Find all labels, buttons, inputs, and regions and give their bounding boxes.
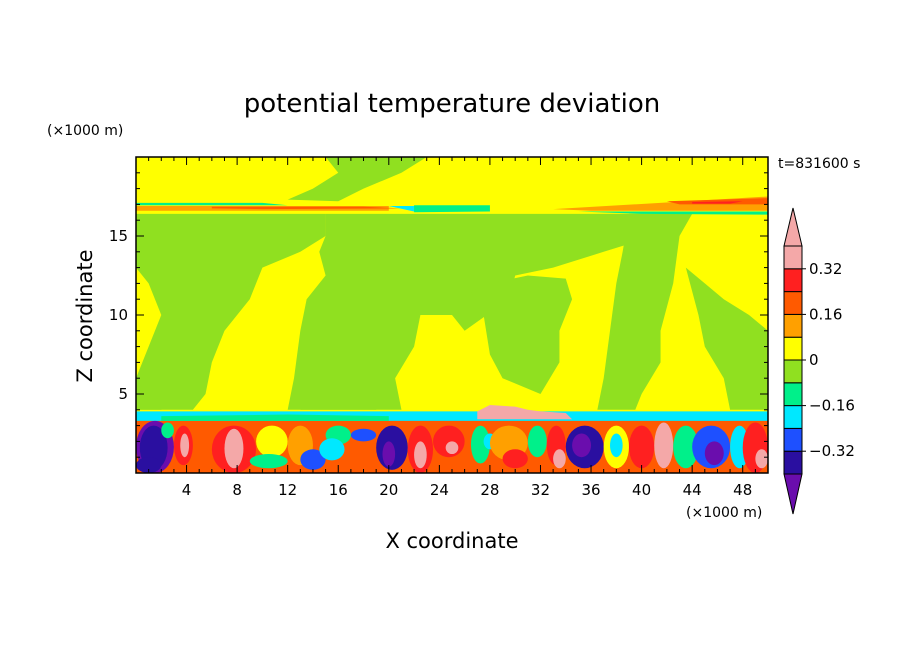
colorbar-label: −0.16 bbox=[809, 397, 855, 415]
field-plot-area bbox=[135, 156, 769, 474]
boundary-layer-cell-29 bbox=[572, 433, 592, 458]
colorbar-band bbox=[783, 245, 803, 270]
boundary-layer-cell-25 bbox=[527, 425, 547, 458]
y-tick-label: 10 bbox=[109, 306, 128, 324]
boundary-layer-cell-40 bbox=[755, 449, 768, 469]
y-axis-label: Z coordinate bbox=[73, 249, 97, 382]
boundary-layer-cell-4 bbox=[180, 433, 190, 458]
y-tick-label: 5 bbox=[118, 385, 128, 403]
field-region-1 bbox=[136, 213, 326, 410]
x-unit-label: (×1000 m) bbox=[686, 505, 762, 521]
x-tick-label: 32 bbox=[531, 481, 550, 499]
boundary-layer-cell-24 bbox=[502, 449, 528, 469]
x-tick-label: 4 bbox=[182, 481, 192, 499]
boundary-layer-cell-42 bbox=[161, 422, 174, 439]
colorbar-band bbox=[783, 427, 803, 452]
colorbar-band bbox=[783, 382, 803, 407]
field-region-7 bbox=[136, 394, 174, 410]
field-region-3 bbox=[470, 275, 573, 394]
boundary-layer-cell-8 bbox=[256, 425, 288, 458]
colorbar-band bbox=[783, 336, 803, 361]
boundary-layer-cell-37 bbox=[704, 441, 724, 466]
tropopause-band-2 bbox=[136, 202, 288, 206]
boundary-layer-cell-20 bbox=[445, 441, 459, 455]
x-tick-label: 20 bbox=[379, 481, 398, 499]
boundary-layer-cell-31 bbox=[610, 433, 623, 458]
colorbar-label: 0 bbox=[809, 351, 819, 369]
x-tick-label: 16 bbox=[329, 481, 348, 499]
x-tick-label: 48 bbox=[733, 481, 752, 499]
boundary-layer-cell-13 bbox=[319, 438, 345, 461]
colorbar-extend-bottom bbox=[783, 473, 803, 515]
boundary-layer-cell-34 bbox=[658, 428, 667, 466]
colorbar-band bbox=[783, 268, 803, 293]
x-axis: 4 8 12 16 20 24 28 32 36 40 44 48 bbox=[135, 157, 769, 499]
colorbar-band bbox=[783, 405, 803, 429]
tropopause-band-5 bbox=[414, 205, 490, 213]
colorbar-band bbox=[783, 313, 803, 338]
tropopause-band-8 bbox=[692, 201, 743, 204]
tropopause-band-9 bbox=[578, 211, 768, 215]
field-region-5 bbox=[685, 267, 768, 410]
timestamp-label: t=831600 s bbox=[778, 156, 860, 172]
boundary-layer-cell-35 bbox=[673, 425, 699, 469]
tropopause-band-3 bbox=[211, 206, 402, 210]
boundary-layer-cell-9 bbox=[249, 454, 288, 469]
boundary-layer-cell-16 bbox=[382, 441, 396, 467]
x-axis-label: X coordinate bbox=[385, 529, 518, 553]
colorbar-band bbox=[783, 450, 803, 475]
y-unit-label: (×1000 m) bbox=[47, 123, 123, 139]
y-tick-label: 15 bbox=[109, 227, 128, 245]
x-tick-label: 8 bbox=[232, 481, 242, 499]
chart-title: potential temperature deviation bbox=[244, 89, 660, 119]
field-region-2 bbox=[287, 213, 655, 410]
field-region-6 bbox=[287, 157, 427, 202]
colorbar-extend-top bbox=[783, 207, 803, 247]
field-region-8 bbox=[300, 401, 377, 410]
boundary-layer-teal bbox=[161, 414, 389, 421]
colorbar: 0.32 0.16 0 −0.16 −0.32 bbox=[783, 207, 855, 515]
warm-plume-top bbox=[477, 405, 573, 420]
boundary-layer-cell-14 bbox=[350, 428, 377, 442]
boundary-layer-cell-11 bbox=[300, 449, 326, 470]
field-shading bbox=[136, 157, 768, 473]
boundary-layer-cell-41 bbox=[136, 457, 162, 473]
x-tick-label: 24 bbox=[430, 481, 449, 499]
boundary-layer-cell-32 bbox=[628, 425, 655, 469]
x-tick-label: 40 bbox=[632, 481, 651, 499]
colorbar-band bbox=[783, 291, 803, 315]
colorbar-label: 0.32 bbox=[809, 260, 842, 278]
x-tick-label: 12 bbox=[278, 481, 297, 499]
boundary-layer-cell-27 bbox=[553, 449, 566, 469]
colorbar-label: 0.16 bbox=[809, 305, 842, 323]
colorbar-band bbox=[783, 359, 803, 384]
x-tick-label: 28 bbox=[480, 481, 499, 499]
x-tick-label: 36 bbox=[581, 481, 600, 499]
boundary-layer-cell-18 bbox=[414, 441, 427, 469]
boundary-layer-cell-21 bbox=[470, 425, 490, 464]
y-axis: 5 10 15 bbox=[109, 156, 768, 474]
field-region-4 bbox=[597, 213, 693, 410]
boundary-layer-cell-7 bbox=[229, 435, 239, 464]
x-tick-label: 44 bbox=[683, 481, 702, 499]
colorbar-label: −0.32 bbox=[809, 442, 855, 460]
